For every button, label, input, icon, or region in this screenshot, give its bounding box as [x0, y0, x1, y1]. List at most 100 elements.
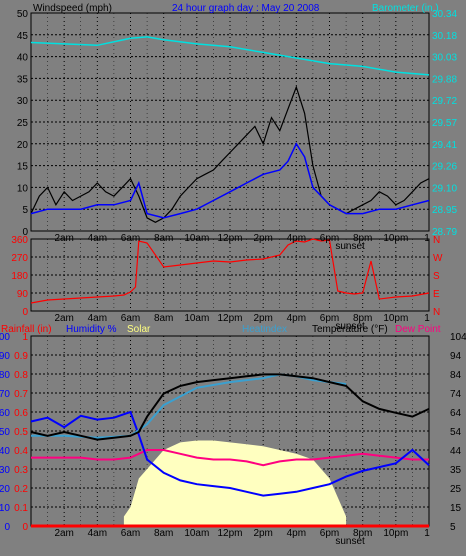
- sunset-label: sunset: [335, 536, 365, 547]
- compass-tick-label: W: [433, 253, 443, 264]
- graph-title: 24 hour graph day : May 20 2008: [172, 3, 320, 14]
- humidity-tick-label: 50: [0, 427, 10, 438]
- wind-tick-label: 25: [17, 118, 29, 129]
- wind-tick-label: 40: [17, 53, 29, 64]
- direction-tick-label: 360: [11, 235, 28, 246]
- compass-tick-label: N: [433, 235, 440, 246]
- humidity-line: [30, 410, 430, 497]
- wind-tick-label: 20: [17, 140, 29, 151]
- x-tick-label: 8pm: [353, 233, 372, 244]
- baro-tick-label: 29.88: [432, 74, 457, 85]
- rain-tick-label: 1: [22, 332, 28, 343]
- wind-tick-label: 45: [17, 31, 29, 42]
- x-tick-end: 1: [424, 528, 430, 539]
- humidity-tick-label: 70: [0, 389, 10, 400]
- wind-tick-label: 30: [17, 96, 29, 107]
- x-tick-label: 6pm: [320, 233, 339, 244]
- temp-tick-label: 5: [450, 522, 456, 533]
- humidity-tick-label: 30: [0, 465, 10, 476]
- rain-tick-label: 0.3: [14, 465, 28, 476]
- x-tick-end: 1: [424, 313, 430, 324]
- x-tick-label: 4pm: [287, 233, 306, 244]
- x-tick-label: 4am: [88, 528, 107, 539]
- wind-tick-label: 15: [17, 162, 29, 173]
- baro-tick-label: 30.03: [432, 53, 457, 64]
- legend-humidity: Humidity %: [66, 324, 117, 335]
- sunset-label: sunset: [335, 241, 365, 252]
- x-tick-label: 6pm: [320, 528, 339, 539]
- rain-tick-label: 0.2: [14, 484, 28, 495]
- baro-tick-label: 29.57: [432, 118, 457, 129]
- humidity-tick-label: 100: [0, 332, 10, 343]
- x-tick-label: 2am: [54, 313, 73, 324]
- wind-tick-label: 50: [17, 9, 29, 20]
- humidity-tick-label: 90: [0, 351, 10, 362]
- x-tick-label: 8pm: [353, 313, 372, 324]
- direction-tick-label: 270: [11, 253, 28, 264]
- x-tick-label: 8pm: [353, 528, 372, 539]
- direction-tick-label: 90: [17, 289, 29, 300]
- legend-solar: Solar: [127, 324, 151, 335]
- x-tick-label: 2pm: [253, 528, 272, 539]
- humidity-tick-label: 10: [0, 503, 10, 514]
- x-tick-label: 12pm: [217, 233, 242, 244]
- x-tick-label: 4pm: [287, 528, 306, 539]
- wind-avg-line: [30, 142, 430, 219]
- baro-tick-label: 29.10: [432, 183, 457, 194]
- legend-heatindex: Heatindex: [242, 324, 287, 335]
- x-tick-label: 10pm: [383, 528, 408, 539]
- temp-tick-label: 35: [450, 465, 462, 476]
- x-tick-label: 8am: [154, 528, 173, 539]
- temp-tick-label: 64: [450, 408, 462, 419]
- x-tick-label: 10am: [184, 233, 209, 244]
- x-tick-label: 6pm: [320, 313, 339, 324]
- x-tick-label: 2pm: [253, 313, 272, 324]
- baro-tick-label: 30.34: [432, 9, 457, 20]
- temp-tick-label: 44: [450, 446, 462, 457]
- x-tick-label: 2pm: [253, 233, 272, 244]
- barometer-line: [30, 36, 430, 76]
- humidity-tick-label: 40: [0, 446, 10, 457]
- rain-tick-label: 0.1: [14, 503, 28, 514]
- humidity-tick-label: 60: [0, 408, 10, 419]
- rain-tick-label: 0.5: [14, 427, 28, 438]
- x-tick-label: 10pm: [383, 233, 408, 244]
- compass-tick-label: S: [433, 271, 440, 282]
- heatindex-line: [31, 373, 347, 439]
- temp-tick-label: 74: [450, 389, 462, 400]
- wind-direction-line: [30, 238, 430, 304]
- x-tick-label: 6am: [121, 313, 140, 324]
- baro-tick-label: 30.18: [432, 31, 457, 42]
- compass-tick-label: N: [433, 307, 440, 318]
- x-tick-label: 2am: [54, 528, 73, 539]
- direction-tick-label: 180: [11, 271, 28, 282]
- solar-area: [123, 440, 347, 526]
- x-tick-label: 6am: [121, 528, 140, 539]
- dewpoint-line: [31, 449, 429, 467]
- wind-tick-label: 10: [17, 183, 29, 194]
- rain-tick-label: 0.6: [14, 408, 28, 419]
- rain-tick-label: 0.7: [14, 389, 28, 400]
- wind-axis-title: Windspeed (mph): [33, 3, 112, 14]
- x-tick-label: 4pm: [287, 313, 306, 324]
- humidity-tick-label: 20: [0, 484, 10, 495]
- wind-gust-line: [30, 85, 430, 223]
- rain-tick-label: 0.4: [14, 446, 28, 457]
- temp-tick-label: 94: [450, 351, 462, 362]
- rain-tick-label: 0.8: [14, 370, 28, 381]
- compass-tick-label: E: [433, 289, 440, 300]
- wind-tick-label: 0: [22, 227, 28, 238]
- legend-dewpoint: Dew Point: [395, 324, 441, 335]
- x-tick-label: 10am: [184, 313, 209, 324]
- direction-tick-label: 0: [22, 307, 28, 318]
- temp-tick-label: 25: [450, 484, 462, 495]
- x-tick-label: 8am: [154, 313, 173, 324]
- wind-tick-label: 5: [22, 205, 28, 216]
- temp-tick-label: 104: [450, 332, 466, 343]
- baro-tick-label: 28.95: [432, 205, 457, 216]
- x-tick-label: 6am: [121, 233, 140, 244]
- baro-tick-label: 29.26: [432, 162, 457, 173]
- x-tick-label: 10pm: [383, 313, 408, 324]
